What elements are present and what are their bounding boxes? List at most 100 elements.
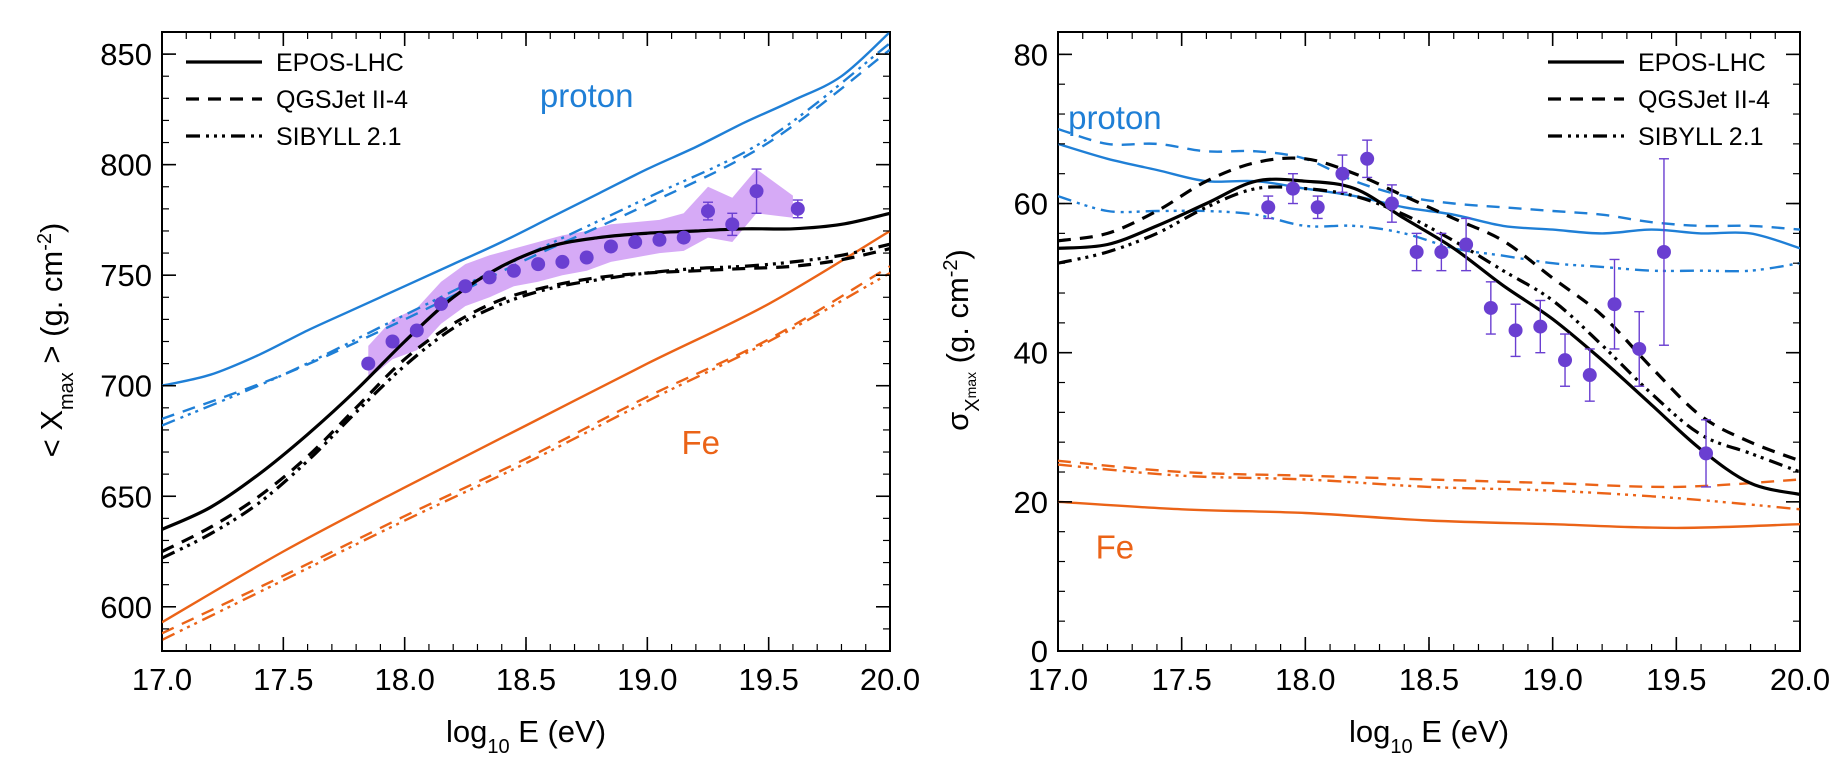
y-tick-label: 700 [100,369,152,404]
legend-label-epos-lhc: EPOS-LHC [1638,49,1766,77]
x-tick-label: 18.5 [1399,662,1459,697]
data-marker [1483,300,1498,315]
series-sibyll-2-1 [1058,185,1800,474]
data-marker [1582,368,1597,383]
series-fe-epos-lhc [1058,500,1800,530]
data-point [1582,348,1597,402]
data-marker [458,279,473,294]
data-marker [1335,166,1350,181]
data-marker [1632,341,1647,356]
data-point [1607,258,1622,350]
data-marker [1360,151,1375,166]
data-marker [1434,245,1449,260]
data-point [1409,232,1424,272]
y-tick-label: 750 [100,258,152,293]
data-point [385,334,400,349]
data-point [579,250,594,265]
series-fe-qgsjet-ii-4 [162,265,890,635]
data-marker [531,257,546,272]
x-tick-label: 19.5 [1646,662,1706,697]
x-tick-label: 17.5 [1151,662,1211,697]
data-point [482,270,497,285]
data-point [1261,195,1276,220]
legend: EPOS-LHC QGSJet II-4 SIBYLL 2.1 [186,49,408,151]
legend-label-epos-lhc: EPOS-LHC [276,49,404,77]
data-point [531,257,546,272]
data-marker [628,235,643,250]
data-marker [1261,200,1276,215]
annotation-proton: proton [1068,99,1162,136]
systematic-band [368,169,793,380]
x-axis-title: log10 E (eV) [446,714,606,758]
series-proton-qgsjet-ii-4 [1058,127,1800,231]
data-point [555,254,570,269]
data-point [1699,419,1714,488]
legend-label-sibyll-2-1: SIBYLL 2.1 [276,123,402,151]
data-marker [1384,196,1399,211]
data-point [1483,281,1498,335]
data-marker [579,250,594,265]
data-point [628,235,643,250]
data-point [506,263,521,278]
series-layer [1058,127,1800,530]
data-marker [1285,181,1300,196]
data-marker [652,232,667,247]
x-tick-label: 18.0 [1275,662,1335,697]
x-axis-title: log10 E (eV) [1349,714,1509,758]
data-point [676,230,691,245]
sigma-xmax-panel: 17.0 17.5 18.0 18.5 19.0 19.5 20.0 0 20 40 60 80 EP… [940,31,1830,758]
annotation-fe: Fe [1096,529,1135,566]
data-marker [409,323,424,338]
data-point [1533,299,1548,354]
data-marker [434,296,449,311]
data-marker [1607,297,1622,312]
series-fe-qgsjet-ii-4 [1058,459,1800,489]
data-point [790,199,805,219]
data-point [1459,217,1474,272]
x-tick-label: 18.5 [496,662,556,697]
legend: EPOS-LHC QGSJet II-4 SIBYLL 2.1 [1548,49,1770,151]
x-tick-label: 17.0 [1028,662,1088,697]
data-points-layer [361,168,805,371]
y-tick-label: 40 [1014,336,1048,371]
legend-label-sibyll-2-1: SIBYLL 2.1 [1638,123,1764,151]
series-epos-lhc [162,211,890,531]
y-axis-title: σXmax (g. cm-2) [940,249,984,431]
series-qgsjet-ii-4 [1058,156,1800,463]
y-tick-label: 0 [1031,634,1048,669]
data-point [701,201,715,221]
y-tick-label: 650 [100,479,152,514]
series-fe-sibyll-2-1 [1058,463,1800,511]
x-tick-label: 17.5 [253,662,313,697]
x-tick-label: 17.0 [132,662,192,697]
y-tick-label: 800 [100,148,152,183]
data-point [1285,172,1300,205]
data-marker [790,201,805,216]
y-axis-title: < Xmax > (g. cm-2) [34,223,78,458]
data-marker [1409,245,1424,260]
data-marker [385,334,400,349]
data-marker [1310,200,1325,215]
series-fe-sibyll-2-1 [162,271,890,641]
x-tick-label: 20.0 [1770,662,1830,697]
data-marker [1558,353,1573,368]
data-marker [1699,446,1714,461]
annotations: proton Fe [540,77,720,461]
data-marker [361,356,376,371]
series-proton-qgsjet-ii-4 [162,48,890,421]
data-marker [603,239,618,254]
data-point [1335,154,1350,194]
data-point [1434,232,1449,272]
ticks-layer: 17.0 17.5 18.0 18.5 19.0 19.5 20.0 0 20 40 60 80 [1014,32,1830,697]
x-tick-label: 19.5 [738,662,798,697]
data-marker [725,217,740,232]
data-point [409,323,424,338]
series-proton-epos-lhc [1058,142,1800,250]
data-marker [676,230,691,245]
series-fe-epos-lhc [162,229,890,624]
data-marker [1533,319,1548,334]
data-point [1508,303,1523,358]
data-point [1384,184,1399,223]
data-point [603,239,618,254]
series-layer [162,32,890,641]
